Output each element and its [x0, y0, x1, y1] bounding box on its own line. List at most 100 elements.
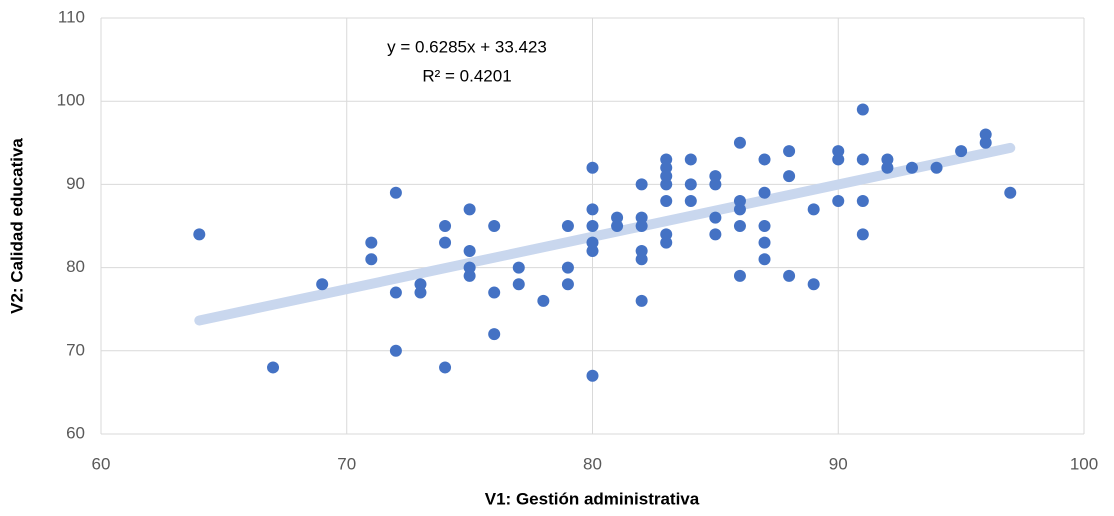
annotation: R² = 0.4201: [422, 66, 511, 85]
point: [414, 286, 427, 299]
point: [267, 361, 280, 374]
point: [611, 220, 624, 232]
point: [832, 145, 845, 158]
point: [979, 128, 992, 141]
point: [881, 161, 894, 174]
point: [439, 236, 452, 249]
point: [586, 244, 599, 257]
y-axis-title: V2: Calidad educativa: [7, 138, 26, 314]
point: [733, 203, 746, 216]
x-tick-label: 70: [337, 454, 356, 473]
point: [512, 261, 525, 274]
point: [856, 228, 869, 241]
y-tick-label: 90: [66, 174, 85, 193]
point: [512, 278, 525, 291]
point: [561, 220, 574, 232]
point: [832, 153, 845, 166]
point: [635, 211, 648, 224]
point: [365, 236, 378, 249]
point: [832, 195, 845, 208]
point: [586, 220, 599, 232]
point: [733, 195, 746, 208]
point: [684, 153, 697, 166]
point: [193, 228, 206, 241]
point: [905, 161, 918, 174]
point: [463, 244, 476, 257]
point: [660, 161, 673, 174]
point: [783, 145, 796, 158]
point: [586, 236, 599, 249]
point: [586, 161, 599, 174]
point: [635, 253, 648, 266]
point: [439, 220, 452, 232]
point: [389, 344, 402, 357]
point: [783, 269, 796, 282]
point: [955, 145, 968, 158]
point: [807, 203, 820, 216]
point: [635, 220, 648, 232]
point: [611, 211, 624, 224]
point: [758, 153, 771, 166]
point: [709, 170, 722, 183]
point: [660, 153, 673, 166]
x-tick-label: 60: [92, 454, 111, 473]
point: [537, 294, 550, 307]
x-tick-label: 100: [1070, 454, 1098, 473]
point: [635, 294, 648, 307]
point: [758, 253, 771, 266]
annotation: y = 0.6285x + 33.423: [387, 37, 547, 56]
point: [684, 178, 697, 191]
point: [856, 153, 869, 166]
point: [733, 220, 746, 232]
point: [856, 195, 869, 208]
point: [389, 286, 402, 299]
point: [758, 186, 771, 199]
point: [365, 253, 378, 266]
point: [488, 286, 501, 299]
point: [684, 195, 697, 208]
point: [463, 203, 476, 216]
point: [660, 236, 673, 249]
point: [660, 170, 673, 183]
x-tick-label: 90: [829, 454, 848, 473]
point: [881, 153, 894, 166]
point: [561, 278, 574, 291]
point: [979, 136, 992, 149]
point: [807, 278, 820, 291]
point: [758, 220, 771, 232]
point: [439, 361, 452, 374]
point: [635, 178, 648, 191]
point: [758, 236, 771, 249]
point: [783, 170, 796, 183]
point: [561, 261, 574, 274]
y-tick-label: 80: [66, 257, 85, 276]
y-tick-label: 60: [66, 423, 85, 442]
point: [660, 195, 673, 208]
point: [930, 161, 943, 174]
point: [856, 103, 869, 116]
point: [463, 269, 476, 282]
x-axis-title: V1: Gestión administrativa: [485, 489, 700, 508]
point: [586, 203, 599, 216]
point: [316, 278, 329, 291]
point: [733, 269, 746, 282]
point: [389, 186, 402, 199]
y-tick-label: 100: [57, 91, 85, 110]
point: [463, 261, 476, 274]
point: [709, 178, 722, 191]
point: [488, 328, 501, 341]
point: [586, 369, 599, 382]
point: [660, 178, 673, 191]
point: [414, 278, 427, 291]
y-tick-label: 110: [58, 7, 85, 26]
y-tick-label: 70: [66, 340, 85, 359]
point: [733, 136, 746, 149]
point: [709, 211, 722, 224]
point: [1004, 186, 1017, 199]
point: [660, 228, 673, 241]
point: [488, 220, 501, 232]
point: [709, 228, 722, 241]
point: [635, 244, 648, 257]
trendline: [194, 142, 1016, 326]
